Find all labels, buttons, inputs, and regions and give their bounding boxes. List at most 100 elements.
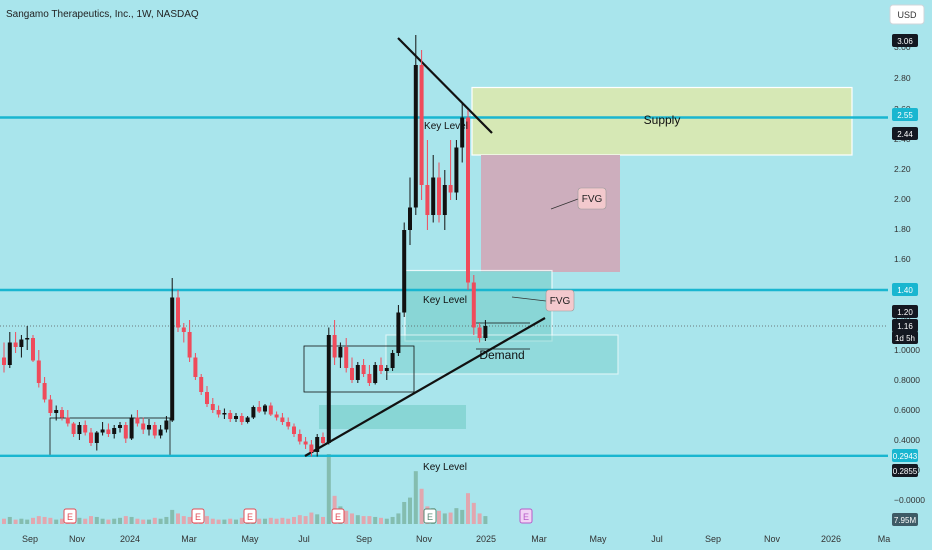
earnings-marker	[63, 508, 77, 524]
candle-body	[419, 65, 424, 185]
volume-bar	[297, 515, 302, 524]
candle-body	[141, 423, 146, 430]
volume-bar	[36, 516, 41, 524]
volume-bar	[170, 509, 175, 524]
volume-bar	[379, 517, 383, 524]
zones-layer	[49, 86, 853, 457]
price-badge-label: 7.95M	[894, 516, 917, 525]
volume-bar	[442, 513, 447, 524]
time-tick-label: 2024	[120, 534, 140, 544]
price-badge-label: 0.2943	[893, 452, 918, 461]
volume-bar	[344, 510, 349, 524]
candle-body	[71, 423, 76, 434]
candle-body	[158, 429, 163, 436]
candle-body	[193, 357, 198, 377]
candle-body	[466, 117, 470, 283]
volume-bar	[42, 516, 47, 524]
earnings-marker	[519, 508, 533, 524]
volume-bar	[205, 516, 209, 524]
currency-button[interactable]	[889, 4, 925, 25]
price-badge-label: 1d 5h	[895, 334, 915, 343]
price-badge	[892, 108, 918, 121]
candle-body	[89, 432, 93, 443]
time-tick-label: Sep	[356, 534, 372, 544]
consolidation-box	[319, 405, 466, 429]
candle-body	[135, 417, 140, 424]
candle-body	[268, 405, 273, 415]
price-badge	[892, 449, 918, 462]
candle-body	[222, 413, 227, 415]
time-tick-label: May	[589, 534, 607, 544]
chart-title: Sangamo Therapeutics, Inc., 1W, NASDAQ	[6, 9, 199, 20]
volume-bar	[176, 513, 180, 524]
volume-bar	[268, 517, 273, 524]
candle-body	[425, 185, 430, 215]
price-badge	[892, 319, 918, 332]
candle-body	[315, 437, 320, 452]
volume-bar	[31, 517, 35, 524]
volume-bar	[448, 512, 453, 524]
price-badge	[892, 283, 918, 296]
fvg-callout-box	[577, 187, 607, 210]
candle-body	[367, 374, 372, 383]
volume-bar	[129, 516, 134, 524]
volume-bar	[367, 516, 372, 524]
candle-body	[36, 360, 41, 383]
volume-bar	[286, 518, 291, 524]
volume-bar	[123, 516, 128, 524]
volume-bar	[460, 509, 465, 524]
candle-body	[437, 177, 441, 215]
volume-bar	[390, 516, 395, 524]
zone-supply	[471, 86, 853, 156]
price-tick-label: 2.20	[894, 164, 911, 174]
price-badge-label: 2.44	[897, 130, 913, 139]
volume-bar	[54, 519, 59, 524]
annotation-label: Key Level	[423, 295, 467, 306]
zone-fvg	[481, 155, 620, 272]
trendline-descending	[397, 37, 493, 134]
price-tick-label: 0.6000	[894, 405, 920, 415]
candle-body	[170, 297, 175, 421]
trendline-ascending	[304, 317, 546, 457]
volume-bar	[413, 471, 418, 524]
volume-bar	[228, 518, 233, 524]
earnings-marker-label: E	[247, 512, 253, 522]
volume-bar	[355, 515, 360, 524]
annotations-layer: Key Level Key Level Key Level Supply Demand F…	[423, 113, 680, 473]
volume-bar	[164, 516, 169, 524]
volume-bar	[135, 518, 140, 524]
price-axis[interactable]: 3.002.802.602.402.202.001.801.601.401.20…	[888, 0, 932, 530]
price-tick-label: 1.60	[894, 254, 911, 264]
key-level-lines	[0, 116, 888, 458]
time-tick-label: Sep	[705, 534, 721, 544]
volume-bar	[222, 519, 227, 524]
candle-body	[344, 347, 349, 368]
volume-bar	[13, 519, 18, 524]
volume-bar	[384, 518, 389, 524]
candle-body	[361, 365, 366, 374]
time-axis[interactable]: Sep Nov 2024 Mar May Jul Sep Nov 2025 Mar May Jul Se…	[0, 530, 932, 550]
candle-body	[13, 342, 18, 347]
candle-body	[448, 185, 453, 193]
volume-bar	[216, 519, 221, 524]
candle-body	[94, 432, 99, 443]
candle-body	[471, 282, 476, 328]
candle-body	[257, 407, 262, 412]
price-badge	[892, 127, 918, 140]
earnings-marker-label: E	[67, 512, 73, 522]
volume-bar	[152, 517, 157, 524]
earnings-marker	[423, 508, 437, 524]
volume-bar	[408, 497, 412, 524]
candle-body	[431, 177, 436, 215]
candle-body	[205, 392, 209, 404]
currency-label: USD	[897, 10, 917, 20]
range-box	[303, 345, 415, 393]
price-badge-label: 1.16	[897, 322, 913, 331]
candle-body	[483, 326, 488, 338]
annotation-label: Key Level	[423, 462, 467, 473]
volume-bar	[83, 518, 88, 524]
candle-body	[396, 312, 401, 353]
candle-body	[332, 335, 337, 358]
candle-body	[408, 207, 412, 230]
